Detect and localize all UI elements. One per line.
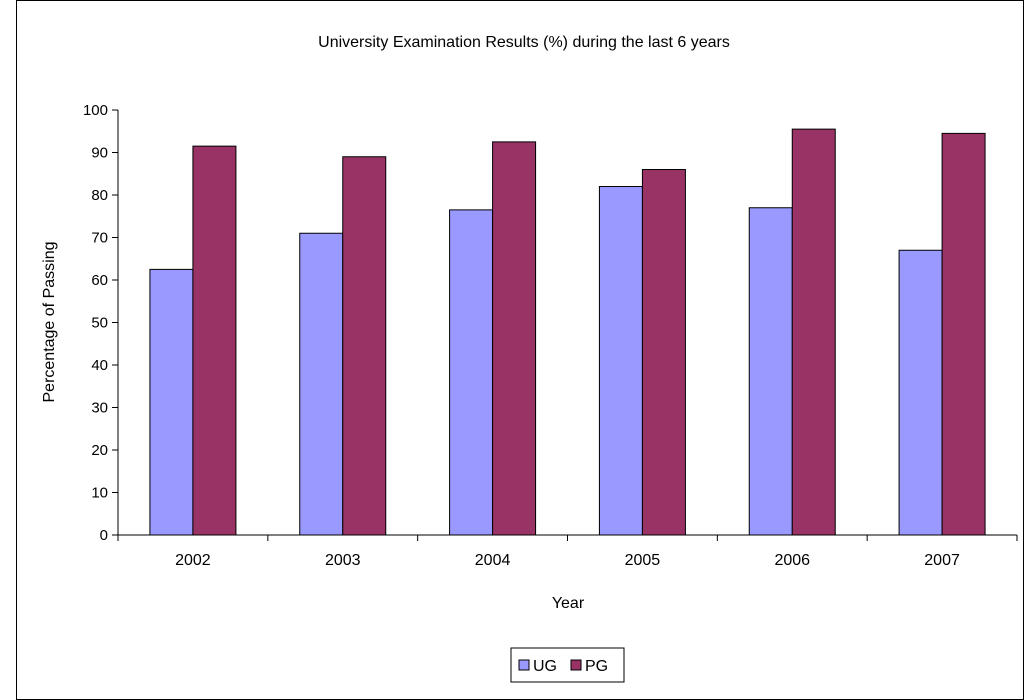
y-tick-label: 80: [91, 187, 108, 204]
bar-pg-2006: [791, 128, 836, 536]
y-tick-label: 20: [91, 442, 108, 459]
legend-label-ug: UG: [533, 658, 557, 675]
plot-area: 0 10 20 30 40 50 60 70 80 90 100 2002 2003 2004 2005 20…: [83, 102, 1018, 569]
y-tick-label: 10: [91, 485, 108, 502]
bar-ug-2002: [149, 268, 194, 536]
x-tick-label: 2007: [924, 552, 960, 569]
y-tick-label: 40: [91, 357, 108, 374]
x-tick-label: 2006: [774, 552, 810, 569]
y-tick-label: 70: [91, 230, 108, 247]
bar-ug-2005: [598, 186, 643, 536]
y-axis-label: Percentage of Passing: [41, 242, 58, 403]
bar-pg-2007: [941, 132, 986, 536]
bar-ug-2006: [748, 207, 793, 536]
x-tick-label: 2005: [625, 552, 661, 569]
bar-ug-2004: [449, 209, 494, 536]
x-tick-label: 2004: [475, 552, 511, 569]
legend-label-pg: PG: [585, 658, 608, 675]
legend-swatch-pg: [570, 659, 582, 671]
x-axis-label: Year: [552, 595, 585, 612]
bar-pg-2005: [641, 169, 686, 536]
bar-pg-2002: [192, 145, 237, 536]
y-tick-label: 0: [100, 527, 108, 544]
y-tick-label: 30: [91, 400, 108, 417]
bar-pg-2004: [492, 141, 537, 536]
x-tick-label: 2002: [175, 552, 211, 569]
y-tick-label: 90: [91, 145, 108, 162]
y-tick-label: 60: [91, 272, 108, 289]
legend: UG PG: [510, 647, 625, 683]
x-tick-label: 2003: [325, 552, 361, 569]
bar-ug-2007: [898, 249, 943, 536]
bar-pg-2003: [342, 156, 387, 536]
y-tick-label: 100: [83, 102, 108, 119]
legend-swatch-ug: [518, 659, 530, 671]
legend-box: [510, 647, 625, 683]
y-tick-label: 50: [91, 315, 108, 332]
bar-ug-2003: [299, 232, 344, 536]
chart-title: University Examination Results (%) durin…: [318, 34, 730, 51]
